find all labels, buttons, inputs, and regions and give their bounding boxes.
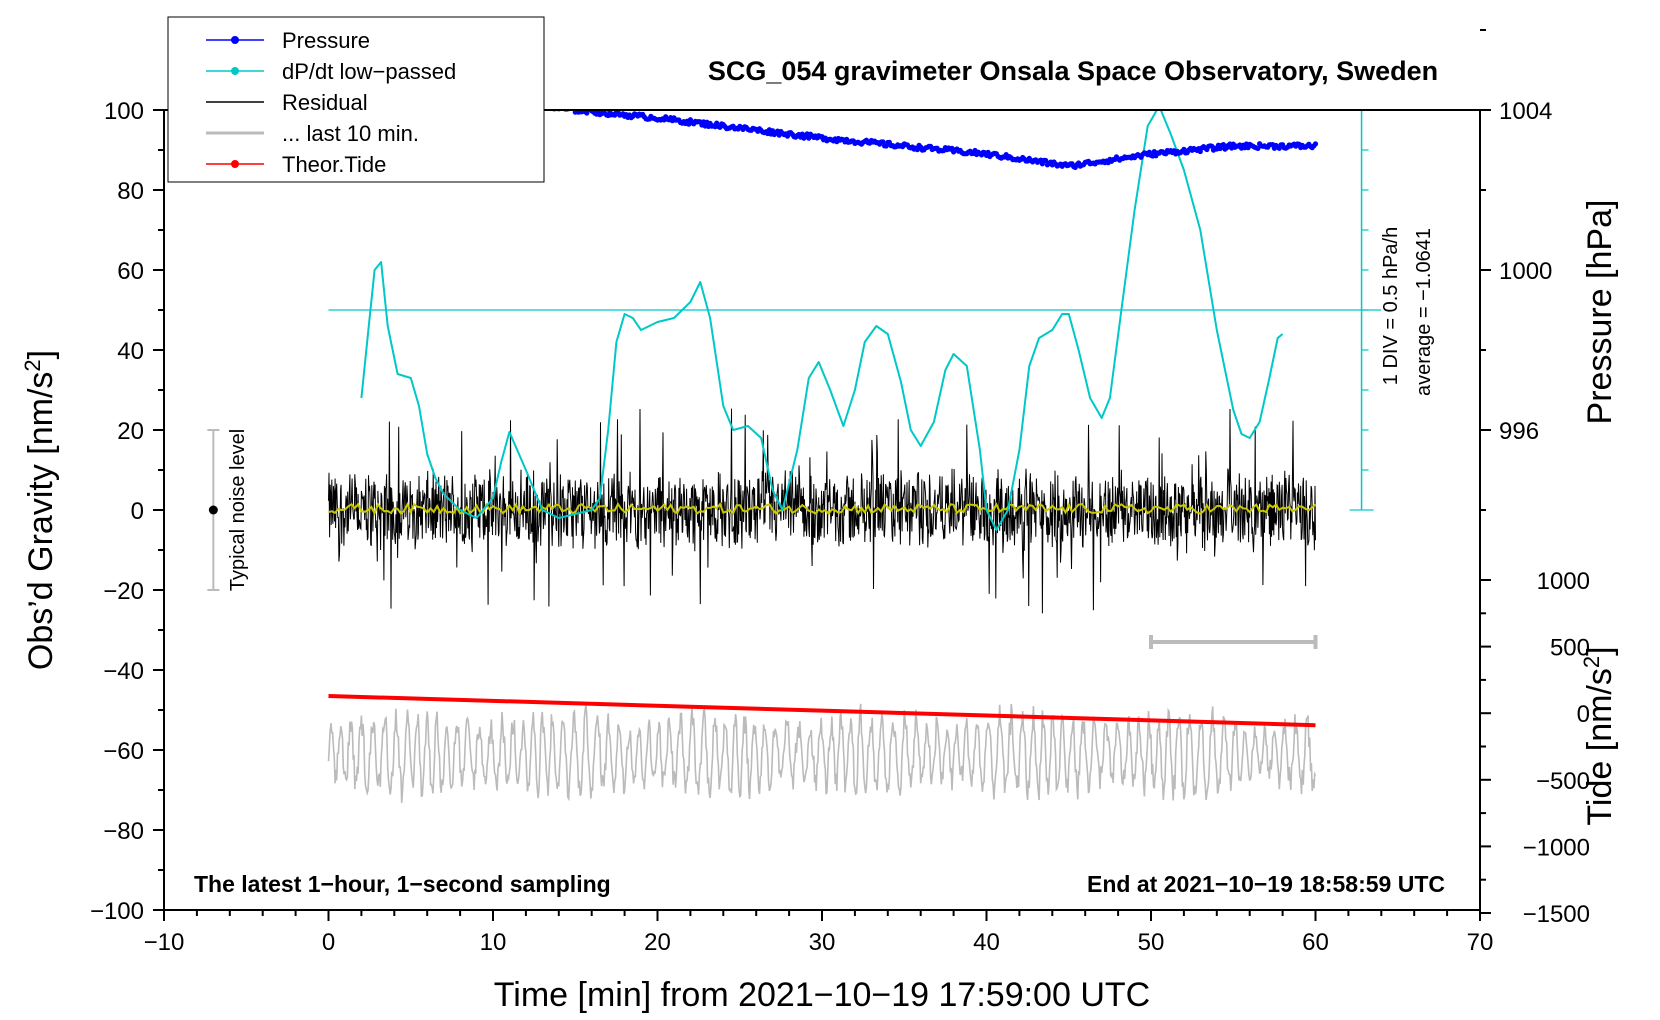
y-tick-label: −100 bbox=[90, 898, 144, 925]
y-tick-label: 40 bbox=[117, 338, 144, 365]
noise-level-dot bbox=[208, 505, 218, 515]
y-axis-title-sup: 2 bbox=[20, 359, 45, 371]
tide-tick-label: −1500 bbox=[1523, 901, 1590, 928]
legend-label: Residual bbox=[282, 90, 368, 115]
y-tick-label: 0 bbox=[131, 498, 144, 525]
chart-title: SCG_054 gravimeter Onsala Space Observat… bbox=[708, 56, 1438, 86]
pressure-point bbox=[1312, 141, 1319, 147]
legend-swatch-marker bbox=[231, 36, 239, 44]
pressure-point bbox=[880, 139, 886, 145]
legend-label: Pressure bbox=[282, 28, 370, 53]
tide-axis-title-main: Tide [nm/s bbox=[1581, 668, 1619, 825]
x-tick-label: 0 bbox=[322, 929, 335, 956]
y-tick-label: −20 bbox=[103, 578, 144, 605]
x-tick-label: −10 bbox=[144, 929, 185, 956]
y-tick-label: 80 bbox=[117, 178, 144, 205]
tide-tick-label: 0 bbox=[1577, 701, 1590, 728]
legend-swatch-marker bbox=[231, 67, 239, 75]
y-tick-label: −60 bbox=[103, 738, 144, 765]
tide-axis-title-close: ] bbox=[1581, 646, 1619, 655]
sampling-note: The latest 1−hour, 1−second sampling bbox=[194, 871, 611, 897]
tide-tick-label: 500 bbox=[1550, 635, 1590, 662]
pressure-axis-title: Pressure [hPa] bbox=[1581, 200, 1619, 425]
x-tick-label: 20 bbox=[644, 929, 671, 956]
axes-layer: −10 0 10 20 30 40 50 60 70−100−80−60−40−20020406… bbox=[90, 29, 1590, 956]
pressure-point bbox=[558, 104, 563, 109]
pressure-tick-label: 1004 bbox=[1499, 98, 1552, 125]
y-tick-label: 20 bbox=[117, 418, 144, 445]
end-time-note: End at 2021−10−19 18:58:59 UTC bbox=[1087, 871, 1445, 897]
tide-tick-label: −500 bbox=[1536, 768, 1590, 795]
running-mean-line bbox=[328, 501, 1317, 516]
tide-axis-title-sup: 2 bbox=[1579, 656, 1604, 668]
x-tick-label: 30 bbox=[809, 929, 836, 956]
average-label: average = −1.0641 bbox=[1413, 228, 1435, 396]
pressure-point bbox=[1220, 142, 1226, 148]
last-10-min-line bbox=[327, 703, 1317, 803]
pressure-tick-label: 1000 bbox=[1499, 258, 1552, 285]
residual-line bbox=[328, 408, 1316, 614]
legend-box bbox=[167, 16, 545, 183]
tide-axis-title: Tide [nm/s2] bbox=[1579, 646, 1619, 825]
legend-label: ... last 10 min. bbox=[282, 121, 419, 146]
noise-level-label: Typical noise level bbox=[227, 429, 249, 591]
y-tick-label: −40 bbox=[103, 658, 144, 685]
legend-label: dP/dt low−passed bbox=[282, 59, 456, 84]
x-tick-label: 40 bbox=[973, 929, 1000, 956]
dpdt-line bbox=[360, 110, 1284, 531]
pressure-tick-label: 996 bbox=[1499, 418, 1539, 445]
y-tick-label: −80 bbox=[103, 818, 144, 845]
theor-tide-line bbox=[328, 694, 1316, 728]
tide-tick-label: 1000 bbox=[1537, 568, 1590, 595]
y-axis-title-close: ] bbox=[22, 350, 60, 359]
legend-swatch-marker bbox=[231, 160, 239, 168]
tide-tick-label: −1000 bbox=[1523, 834, 1590, 861]
y-axis-title-main: Obs’d Gravity [nm/s bbox=[22, 372, 60, 671]
series-layer bbox=[327, 104, 1382, 803]
x-axis-title: Time [min] from 2021−10−19 17:59:00 UTC bbox=[494, 976, 1150, 1014]
div-scale-label: 1 DIV = 0.5 hPa/h bbox=[1380, 227, 1402, 385]
pressure-series bbox=[524, 104, 1319, 170]
x-tick-label: 70 bbox=[1467, 929, 1494, 956]
x-tick-label: 60 bbox=[1302, 929, 1329, 956]
y-tick-label: 100 bbox=[104, 98, 144, 125]
legend-label: Theor.Tide bbox=[282, 152, 386, 177]
y-axis-title: Obs’d Gravity [nm/s2] bbox=[20, 350, 60, 670]
legend: Pressure dP/dt low−passed Residual ... last… bbox=[167, 16, 545, 183]
x-tick-label: 50 bbox=[1138, 929, 1165, 956]
y-tick-label: 60 bbox=[117, 258, 144, 285]
pressure-point bbox=[545, 104, 550, 109]
x-tick-label: 10 bbox=[480, 929, 507, 956]
